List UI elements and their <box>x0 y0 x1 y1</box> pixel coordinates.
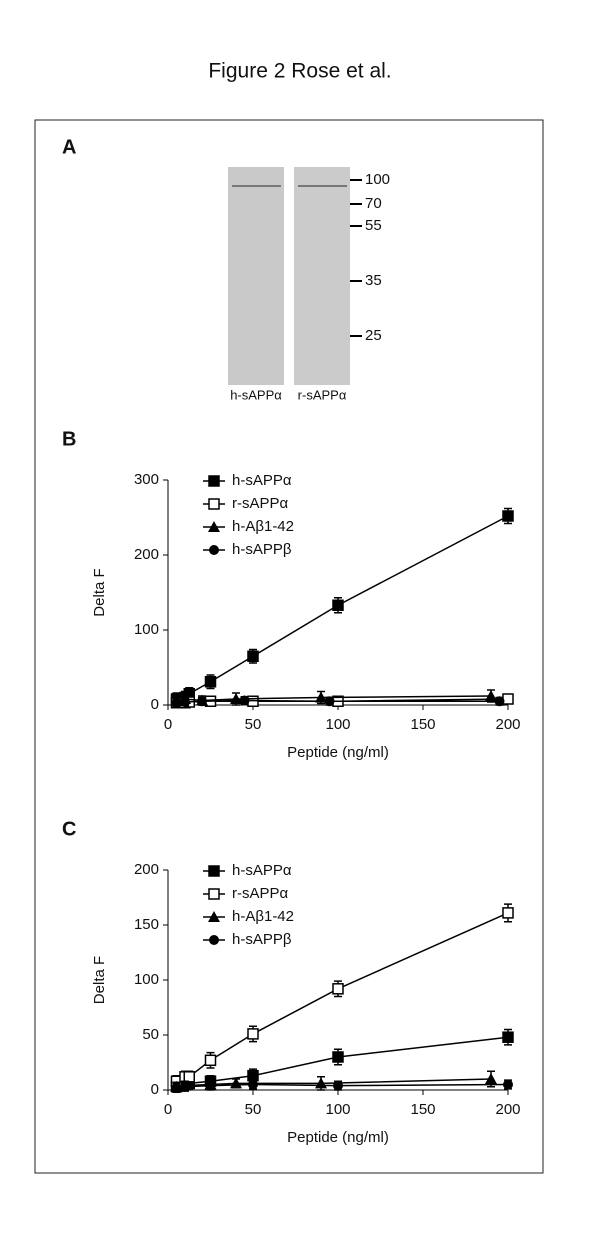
marker <box>324 696 335 707</box>
marker <box>208 865 220 877</box>
x-tick-label: 200 <box>495 716 520 733</box>
marker <box>208 911 220 922</box>
frame <box>34 119 544 1174</box>
marker <box>205 1080 216 1091</box>
marker <box>485 690 497 701</box>
marker <box>183 1071 195 1083</box>
marker <box>171 697 182 708</box>
lane-label: h-sAPPα <box>230 387 282 402</box>
panel-label: C <box>62 818 76 840</box>
marker <box>502 1031 514 1043</box>
y-tick-label: 200 <box>134 861 159 878</box>
figure-title: Figure 2 Rose et al. <box>208 60 391 83</box>
marker <box>333 1080 343 1091</box>
marker <box>208 475 220 487</box>
marker <box>502 907 514 919</box>
ladder-label: 25 <box>365 327 382 344</box>
panel-label: B <box>62 428 76 450</box>
marker <box>503 1079 513 1090</box>
legend-label: h-sAPPα <box>232 472 292 489</box>
x-tick-label: 200 <box>495 1101 520 1118</box>
x-tick-label: 0 <box>164 1101 172 1118</box>
y-tick-label: 0 <box>151 696 159 713</box>
marker <box>209 935 219 945</box>
ladder-label: 55 <box>365 217 382 234</box>
marker <box>332 983 344 995</box>
legend-label: h-sAPPα <box>232 862 292 879</box>
y-tick-label: 100 <box>134 621 159 638</box>
y-tick-label: 300 <box>134 471 159 488</box>
x-tick-label: 150 <box>410 1101 435 1118</box>
y-tick-label: 50 <box>142 1026 159 1043</box>
x-tick-label: 100 <box>325 1101 350 1118</box>
marker <box>247 650 259 662</box>
marker <box>204 1054 217 1067</box>
marker <box>208 498 220 510</box>
marker <box>204 676 217 688</box>
marker <box>332 1051 344 1063</box>
y-tick-label: 150 <box>134 916 159 933</box>
marker <box>247 1028 259 1040</box>
ladder-label: 35 <box>365 272 382 289</box>
marker <box>502 510 514 522</box>
legend-label: h-Aβ1-42 <box>232 908 294 925</box>
marker <box>485 1073 497 1084</box>
marker <box>209 545 219 555</box>
gel-lane <box>228 167 284 385</box>
x-axis-label: Peptide (ng/ml) <box>287 744 389 761</box>
legend-label: h-sAPPβ <box>232 541 292 558</box>
y-tick-label: 0 <box>151 1081 159 1098</box>
ladder-label: 100 <box>365 171 390 188</box>
marker <box>239 695 250 706</box>
lane-label: r-sAPPα <box>298 387 347 402</box>
x-tick-label: 50 <box>245 1101 262 1118</box>
marker <box>502 693 514 705</box>
marker <box>315 691 327 703</box>
marker <box>247 1069 259 1082</box>
marker <box>208 521 220 532</box>
legend-label: h-Aβ1-42 <box>232 518 294 535</box>
y-axis-label: Delta F <box>91 568 108 616</box>
ladder-label: 70 <box>365 195 382 212</box>
y-tick-label: 100 <box>134 971 159 988</box>
y-axis-label: Delta F <box>91 956 108 1004</box>
marker <box>494 696 505 707</box>
x-tick-label: 100 <box>325 716 350 733</box>
legend-label: r-sAPPα <box>232 495 289 512</box>
marker <box>248 1079 258 1090</box>
marker <box>180 697 190 707</box>
legend-label: h-sAPPβ <box>232 931 292 948</box>
x-tick-label: 0 <box>164 716 172 733</box>
legend-label: r-sAPPα <box>232 885 289 902</box>
y-tick-label: 200 <box>134 546 159 563</box>
x-tick-label: 50 <box>245 716 262 733</box>
marker <box>332 599 344 611</box>
marker <box>208 888 220 900</box>
marker <box>180 1081 190 1092</box>
x-tick-label: 150 <box>410 716 435 733</box>
x-axis-label: Peptide (ng/ml) <box>287 1129 389 1146</box>
gel-lane <box>294 167 350 385</box>
marker <box>197 696 207 707</box>
marker <box>171 1082 182 1093</box>
panel-label: A <box>62 136 76 158</box>
